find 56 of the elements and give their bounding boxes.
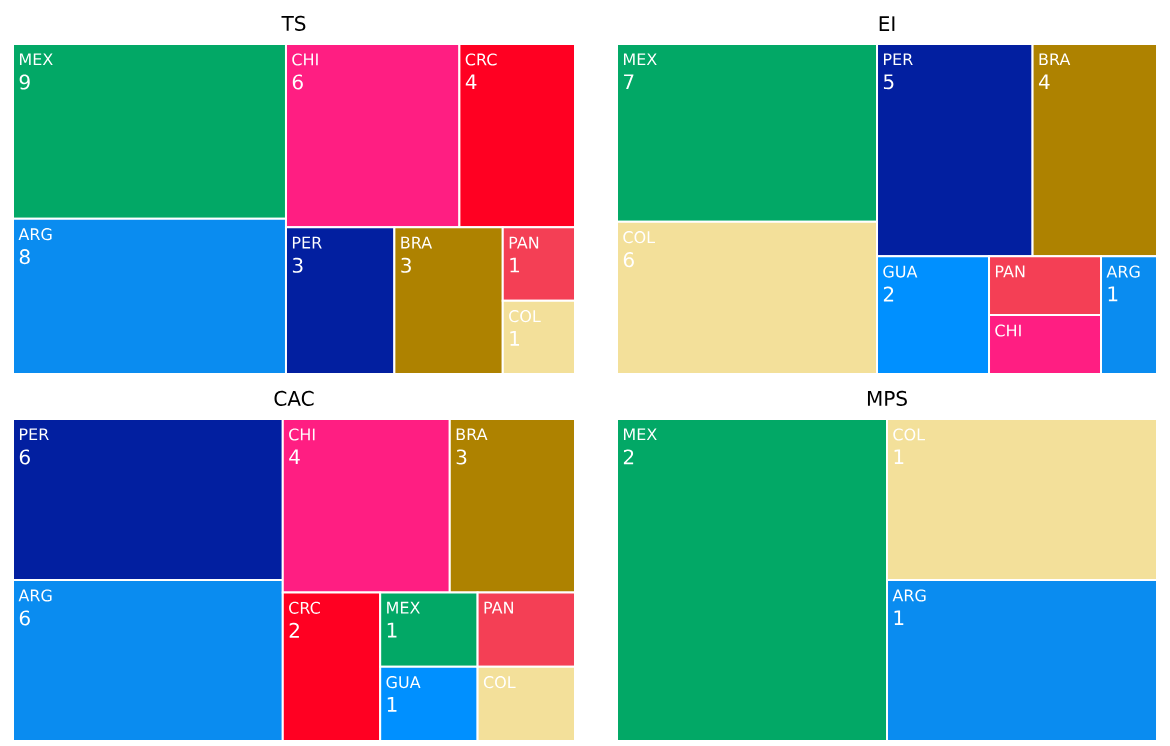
category-label: ARG <box>892 589 926 602</box>
data-label: 4 <box>1038 74 1050 89</box>
text: TS <box>281 15 306 31</box>
data-label: 6 <box>19 610 30 626</box>
data-label: 6 <box>19 449 30 465</box>
category-label: CHI <box>292 53 318 66</box>
category-label: BRA <box>456 428 488 441</box>
data-label: 1 <box>510 331 520 346</box>
category-label: MEX <box>623 428 657 441</box>
category-label: PER <box>883 53 913 66</box>
data-label: 3 <box>401 257 411 273</box>
data-label: 2 <box>883 286 894 302</box>
category-label: CHI <box>995 324 1021 337</box>
category-label: COL <box>483 676 516 689</box>
category-label: GUA <box>883 265 918 278</box>
category-label: MEX <box>19 53 53 66</box>
data-label: 1 <box>510 257 520 273</box>
category-label: ARG <box>18 228 52 241</box>
text: CAC <box>274 390 314 406</box>
data-label: 2 <box>623 449 634 465</box>
category-label: PAN <box>509 236 539 249</box>
data-label: 1 <box>387 697 397 712</box>
category-label: CRC <box>289 601 320 614</box>
category-label: ARG <box>18 589 52 602</box>
category-label: PAN <box>484 601 513 614</box>
text: EI <box>879 16 895 31</box>
category-label: BRA <box>1039 53 1071 66</box>
category-label: GUA <box>386 676 421 689</box>
data-label: 4 <box>465 74 477 89</box>
data-label: 7 <box>624 74 634 89</box>
category-label: COL <box>623 231 655 244</box>
data-label: 9 <box>19 74 30 90</box>
category-label: COL <box>509 310 541 323</box>
category-label: ARG <box>1106 265 1140 278</box>
data-label: 1 <box>387 622 397 638</box>
data-label: 3 <box>456 449 467 465</box>
category-label: PAN <box>995 265 1025 278</box>
data-label: 2 <box>289 622 299 638</box>
data-label: 1 <box>1108 286 1118 302</box>
category-label: CRC <box>465 53 497 66</box>
data-label: 4 <box>289 449 300 464</box>
text: MPS <box>867 390 907 406</box>
data-label: 8 <box>19 249 30 265</box>
category-label: MEX <box>387 601 420 614</box>
data-label: 1 <box>894 449 904 464</box>
category-label: PER <box>292 236 322 249</box>
category-label: CHI <box>289 428 315 441</box>
data-label: 3 <box>292 257 303 273</box>
data-label: 1 <box>894 610 904 625</box>
category-label: BRA <box>401 236 433 249</box>
category-label: MEX <box>623 53 657 66</box>
data-label: 5 <box>883 74 894 90</box>
data-label: 6 <box>623 252 634 268</box>
category-label: PER <box>19 428 49 441</box>
data-label: 6 <box>292 74 303 90</box>
category-label: COL <box>893 428 925 441</box>
